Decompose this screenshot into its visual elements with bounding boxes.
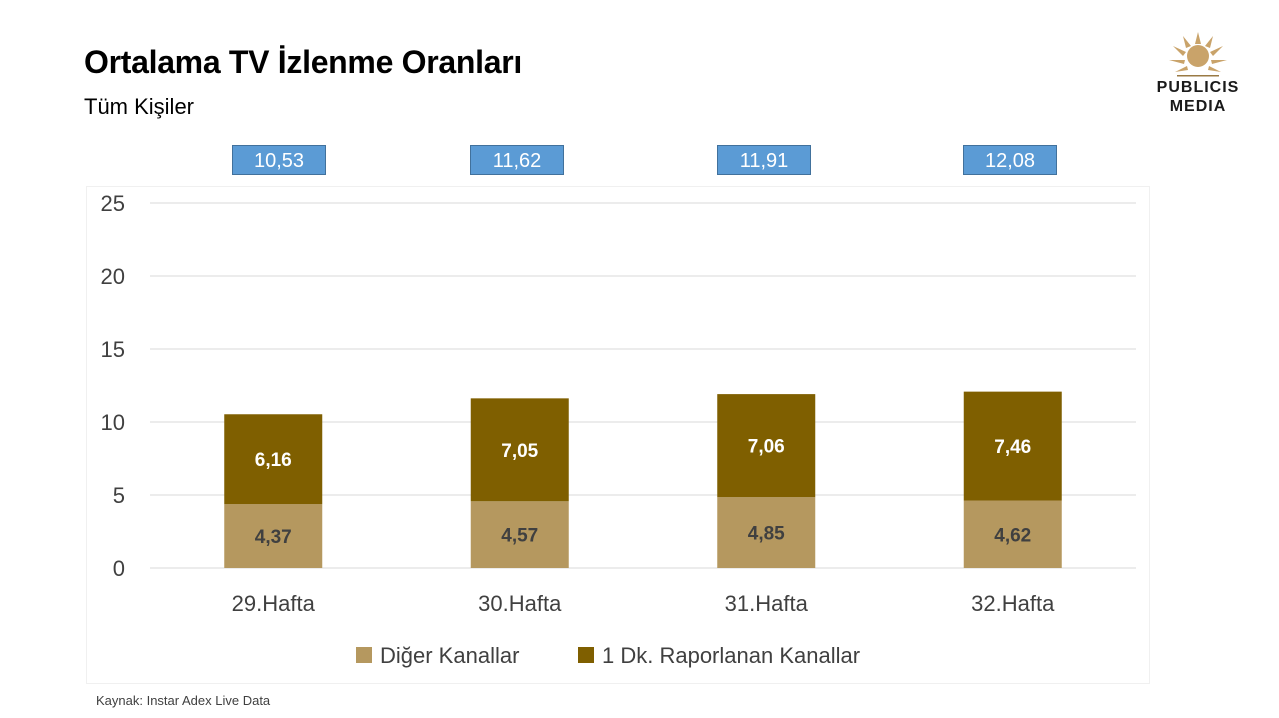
legend-label: Diğer Kanallar [380,643,519,668]
logo-text-line1: PUBLICIS [1156,79,1240,96]
data-label: 4,85 [748,524,785,545]
data-label: 4,37 [255,527,292,548]
x-tick-label: 31.Hafta [725,591,809,616]
data-label: 7,06 [748,437,785,458]
data-label: 4,62 [994,525,1031,546]
chart-frame [86,186,1150,684]
total-box-30: 11,62 [470,145,564,175]
publicis-media-logo: PUBLICIS MEDIA [1140,30,1256,122]
data-label: 7,46 [994,437,1031,458]
bar-diger-kanallar [717,497,816,568]
y-tick-label: 25 [101,191,125,216]
data-label: 7,05 [501,441,538,462]
total-box-31: 11,91 [717,145,811,175]
bar-diger-kanallar [224,504,323,568]
x-tick-label: 29.Hafta [232,591,316,616]
bar-raporlanan-kanallar [963,391,1062,501]
y-tick-label: 0 [113,556,125,581]
chart-title: Ortalama TV İzlenme Oranları [84,44,522,80]
y-tick-label: 15 [101,337,125,362]
data-label: 4,57 [501,526,538,547]
legend-swatch [578,647,594,663]
data-label: 6,16 [255,450,292,471]
chart-subtitle: Tüm Kişiler [84,94,195,119]
source-note: Kaynak: Instar Adex Live Data [96,693,271,708]
y-tick-label: 10 [101,410,125,435]
logo-text-line2: MEDIA [1169,98,1227,115]
lion-head-icon [1169,32,1227,77]
bar-diger-kanallar [470,501,569,568]
bar-diger-kanallar [963,500,1062,568]
y-tick-label: 5 [113,483,125,508]
total-box-29: 10,53 [232,145,326,175]
bar-raporlanan-kanallar [470,398,569,502]
legend-swatch [356,647,372,663]
x-tick-label: 30.Hafta [478,591,562,616]
legend-label: 1 Dk. Raporlanan Kanallar [602,643,860,668]
x-tick-label: 32.Hafta [971,591,1055,616]
bar-raporlanan-kanallar [224,414,323,505]
y-tick-label: 20 [101,264,125,289]
bar-raporlanan-kanallar [717,394,816,498]
total-box-32: 12,08 [963,145,1057,175]
